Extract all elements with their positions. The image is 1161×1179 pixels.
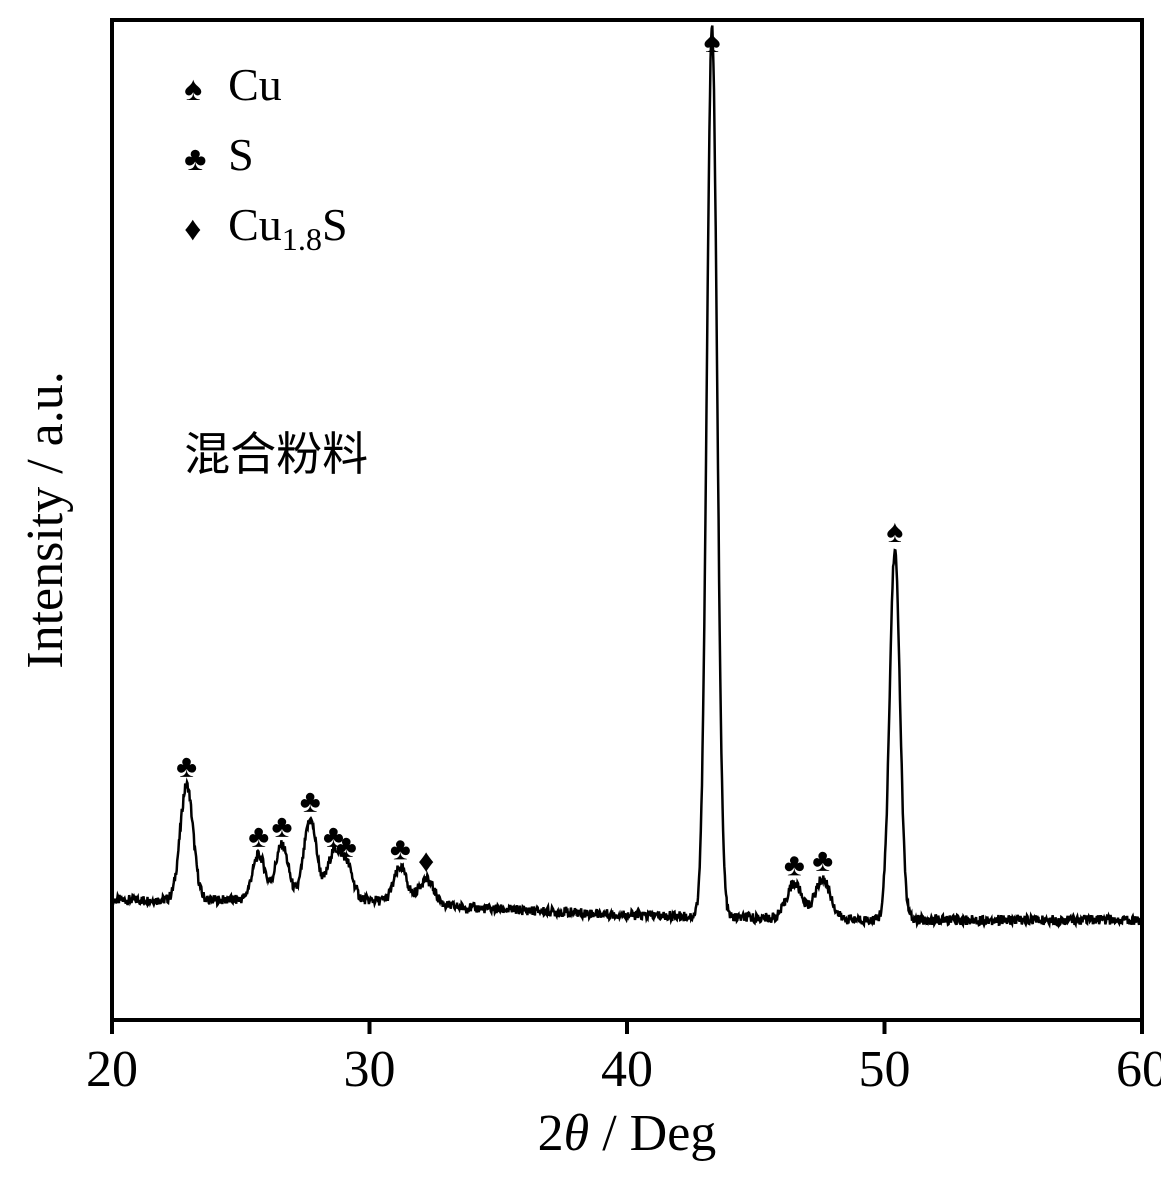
y-axis-label: Intensity / a.u.	[17, 371, 74, 669]
club-peak-marker: ♣	[784, 847, 805, 883]
legend-label-spade: Cu	[228, 59, 282, 110]
legend-marker-spade: ♠	[184, 71, 202, 108]
x-tick-label: 50	[859, 1041, 911, 1098]
spade-peak-marker: ♠	[703, 23, 720, 59]
xrd-chart: ♣♣♣♣♣♣♣♦♠♣♣♠20304050602θ / DegIntensity …	[0, 0, 1161, 1179]
club-peak-marker: ♣	[390, 830, 411, 866]
club-peak-marker: ♣	[300, 783, 321, 819]
club-peak-marker: ♣	[271, 808, 292, 844]
x-tick-label: 40	[601, 1041, 653, 1098]
x-axis-label: 2θ / Deg	[538, 1105, 717, 1162]
diamond-peak-marker: ♦	[418, 842, 434, 878]
xrd-svg: ♣♣♣♣♣♣♣♦♠♣♣♠20304050602θ / DegIntensity …	[0, 0, 1161, 1179]
club-peak-marker: ♣	[336, 828, 357, 864]
spade-peak-marker: ♠	[886, 513, 903, 549]
legend-marker-diamond: ♦	[184, 211, 201, 248]
x-tick-label: 60	[1116, 1041, 1161, 1098]
club-peak-marker: ♣	[248, 818, 269, 854]
x-tick-label: 30	[344, 1041, 396, 1098]
club-peak-marker: ♣	[812, 842, 833, 878]
x-tick-label: 20	[86, 1041, 138, 1098]
legend-marker-club: ♣	[184, 141, 206, 178]
club-peak-marker: ♣	[176, 748, 197, 784]
sample-annotation: 混合粉料	[184, 429, 368, 480]
legend-label-club: S	[228, 129, 254, 180]
